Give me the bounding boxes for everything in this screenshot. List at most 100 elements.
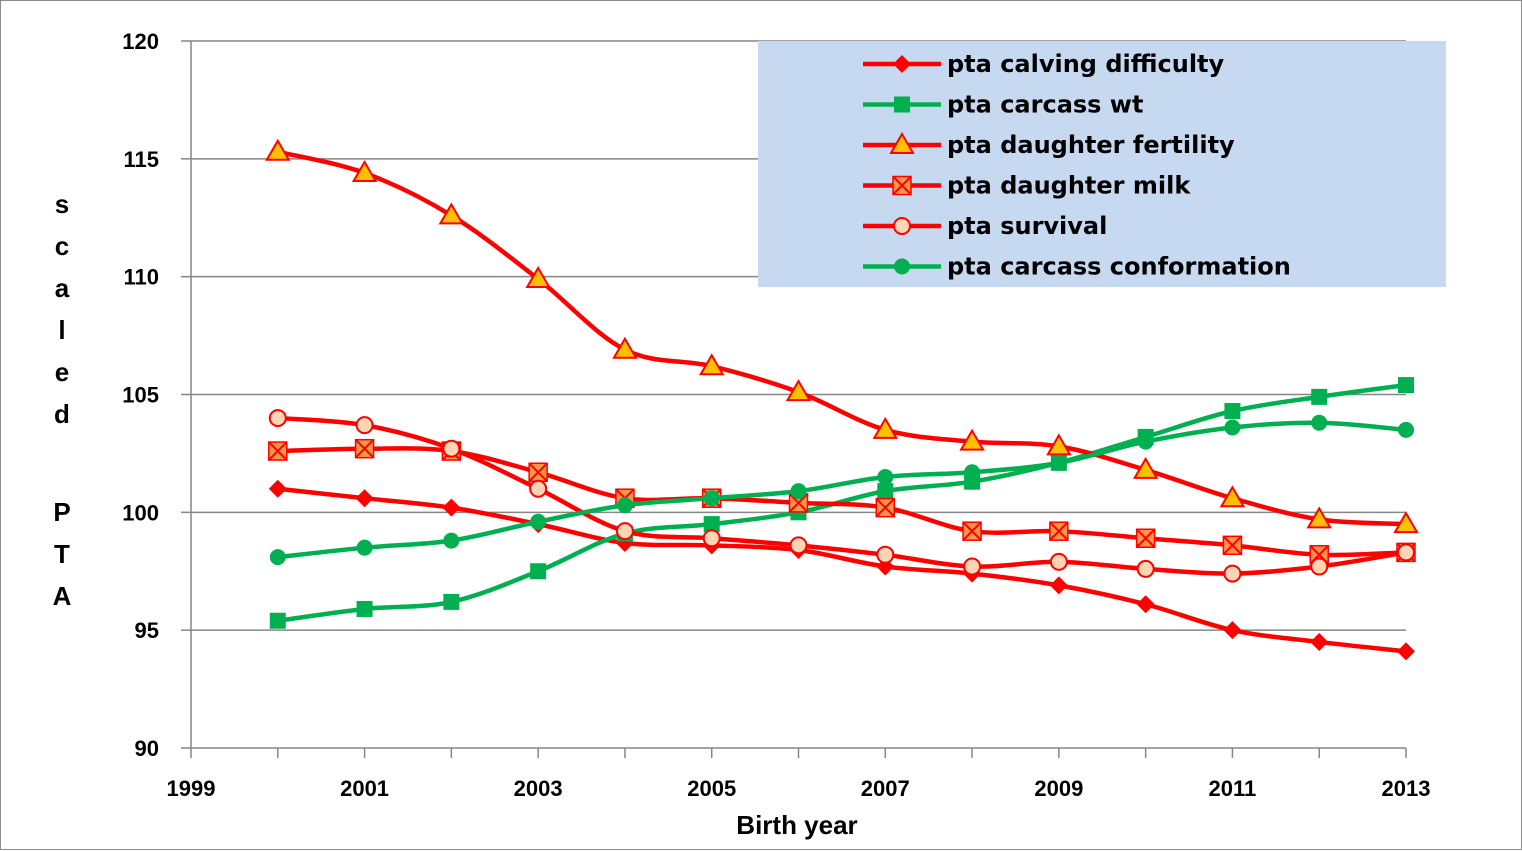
y-axis-title-char: a [55,273,70,303]
series-lines [265,138,1419,661]
data-point [268,441,288,461]
series-2 [269,377,1414,629]
data-point [892,175,912,196]
legend-label: pta daughter fertility [947,131,1235,159]
data-point [1136,559,1155,578]
x-tick-label: 2001 [340,776,389,801]
data-point [442,439,461,458]
data-point [789,536,808,555]
marker-cross [354,438,375,459]
data-point [1223,621,1242,640]
marker-cross [1049,521,1069,541]
y-tick-label: 110 [124,265,160,290]
data-point [268,409,287,428]
legend-item: pta calving difficulty [863,50,1225,78]
x-tick-label: 2003 [514,776,563,801]
data-point [442,498,461,517]
data-point [438,202,465,225]
data-point [1306,506,1332,529]
data-point [785,379,812,402]
data-point [893,217,911,235]
data-point [790,483,807,500]
axes [181,40,1407,758]
x-tick-label: 2007 [861,776,910,801]
y-tick-label: 95 [135,618,159,643]
marker-cross [788,493,809,513]
legend-item: pta carcass wt [863,91,1143,119]
marker-cross [1135,528,1156,548]
data-point [265,138,291,161]
data-point [698,353,725,376]
data-point [962,521,982,541]
data-point [1393,511,1419,534]
data-point [963,557,982,576]
data-point [1222,535,1243,556]
data-point [612,336,638,359]
x-axis-title: Birth year [736,810,857,840]
data-point [268,479,287,498]
data-point [443,593,460,610]
series-line [277,486,1407,654]
data-point [530,563,547,580]
y-tick-label: 100 [122,500,159,525]
data-point [351,159,378,182]
data-point [1137,433,1154,450]
data-point [356,539,373,556]
data-point [1397,543,1415,562]
data-point [525,266,551,289]
series-line [277,382,1407,623]
series-3 [265,138,1419,534]
legend-label: pta survival [947,212,1107,240]
data-point [1049,521,1069,541]
series-5 [268,409,1415,583]
x-tick-label: 2013 [1382,776,1431,801]
marker-cross [1222,535,1243,556]
y-axis-title-char: T [54,539,70,569]
data-point [1049,552,1068,571]
y-axis-title-char: d [54,399,70,429]
x-tick-label: 1999 [167,776,216,801]
legend-background [758,41,1446,287]
data-point [355,416,374,435]
legend: pta calving difficulty pta carcass wt pta … [758,41,1446,287]
data-point [1311,414,1328,431]
data-point [788,493,809,513]
legend-item: pta daughter fertility [863,131,1235,159]
marker-cross [268,441,288,461]
data-point [877,483,894,500]
y-axis-title-char: e [55,357,69,387]
data-point [894,258,910,275]
data-point [1398,421,1414,438]
x-tick-label: 2005 [687,776,736,801]
data-point [875,497,896,518]
data-point [893,55,911,73]
data-point [1049,576,1068,595]
y-axis-title-char: l [58,315,65,345]
data-point [615,522,634,541]
data-point [1310,632,1329,651]
data-point [530,513,547,530]
data-point [1136,595,1155,614]
x-tick-label: 2009 [1034,776,1083,801]
x-tick-label: 2011 [1209,776,1257,801]
data-point [872,416,899,439]
data-point [1046,433,1072,456]
data-point [1224,419,1241,436]
data-point [616,497,633,514]
data-point [443,532,460,549]
data-point [1397,642,1415,661]
data-point [1398,377,1414,394]
y-tick-label: 105 [122,383,159,408]
legend-item: pta carcass conformation [863,253,1291,281]
data-point [529,479,548,498]
y-tick-labels: 90 95 100 105 110 115 120 [122,29,159,761]
data-point [702,529,721,548]
data-point [703,516,720,533]
series-line [277,420,1407,560]
legend-label: pta daughter milk [947,172,1191,200]
y-tick-label: 115 [124,147,160,172]
y-tick-label: 90 [135,736,159,761]
legend-label: pta calving difficulty [947,50,1225,78]
